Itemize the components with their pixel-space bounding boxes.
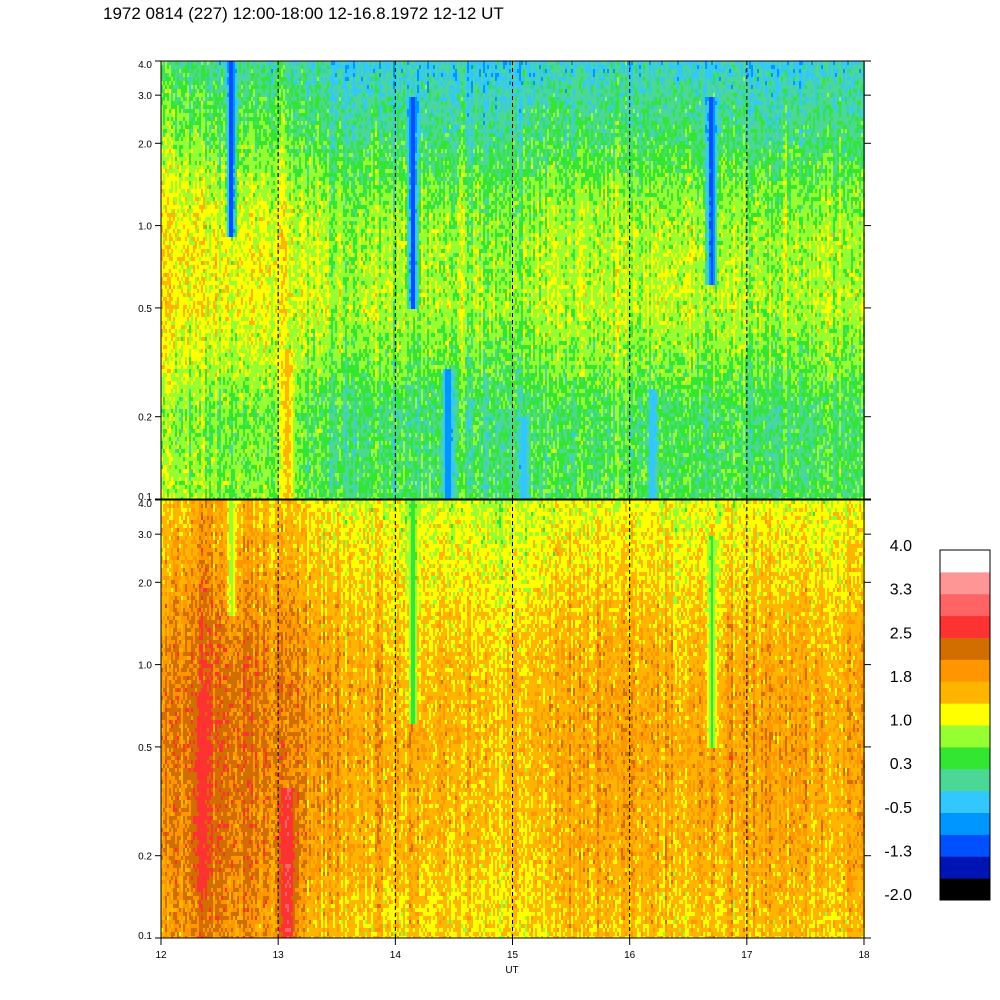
colorbar-swatch: [940, 791, 990, 813]
colorbar-swatch: [940, 834, 990, 856]
colorbar: 4.0 3.3 2.5 1.8 1.0 0.3 -0.5 -1.3 -2.0: [884, 538, 990, 904]
x-tick-label: 14: [390, 950, 402, 961]
colorbar-tick-label: -0.5: [884, 800, 912, 817]
colorbar-swatch: [940, 856, 990, 878]
x-tick-label: 16: [624, 950, 636, 961]
colorbar-tick-label: -2.0: [884, 887, 912, 904]
colorbar-swatch: [940, 659, 990, 681]
y-tick-label: 3.0: [138, 530, 152, 541]
colorbar-swatch: [940, 550, 990, 572]
y-tick-label: 2.0: [138, 139, 152, 150]
colorbar-tick-label: 4.0: [890, 538, 912, 555]
x-tick-label: 18: [858, 950, 870, 961]
x-tick-label: 12: [155, 950, 167, 961]
y-tick-label: 0.5: [138, 743, 152, 754]
colorbar-tick-label: 3.3: [890, 582, 912, 599]
colorbar-swatch: [940, 703, 990, 725]
colorbar-swatch: [940, 594, 990, 616]
y-tick-label: 2.0: [138, 578, 152, 589]
colorbar-swatch: [940, 747, 990, 769]
colorbar-swatch: [940, 681, 990, 703]
y-tick-label: 3.0: [138, 91, 152, 102]
y-tick-label: 0.2: [138, 413, 152, 424]
panel-top: 0.10.20.51.02.03.04.0: [138, 60, 871, 503]
colorbar-swatch: [940, 725, 990, 747]
y-tick-label: 1.0: [138, 222, 152, 233]
x-tick-label: 15: [507, 950, 519, 961]
figure-title: 1972 0814 (227) 12:00-18:00 12-16.8.1972…: [103, 4, 504, 23]
colorbar-tick-label: 1.0: [890, 713, 912, 730]
colorbar-swatch: [940, 572, 990, 594]
y-tick-label: 1.0: [138, 661, 152, 672]
y-tick-label: 0.2: [138, 852, 152, 863]
colorbar-swatch: [940, 769, 990, 791]
panel-bottom: 0.1 0.2 0.5 1.0 2.0 3.0 4.0: [138, 499, 871, 942]
colorbar-swatch: [940, 813, 990, 835]
colorbar-swatch: [940, 638, 990, 660]
y-tick-label: 0.5: [138, 304, 152, 315]
colorbar-swatch: [940, 878, 990, 900]
colorbar-tick-label: -1.3: [884, 843, 912, 860]
y-tick-label: 4.0: [138, 60, 152, 71]
colorbar-tick-label: 0.3: [890, 756, 912, 773]
colorbar-tick-label: 1.8: [890, 669, 912, 686]
x-axis-label: UT: [505, 965, 518, 976]
x-axis: 12 13 14 15 16 17 18: [155, 938, 870, 961]
colorbar-swatch: [940, 616, 990, 638]
y-tick-label: 0.1: [138, 931, 152, 942]
y-tick-label: 4.0: [138, 499, 152, 510]
x-tick-label: 17: [741, 950, 753, 961]
colorbar-tick-label: 2.5: [890, 625, 912, 642]
x-tick-label: 13: [273, 950, 285, 961]
